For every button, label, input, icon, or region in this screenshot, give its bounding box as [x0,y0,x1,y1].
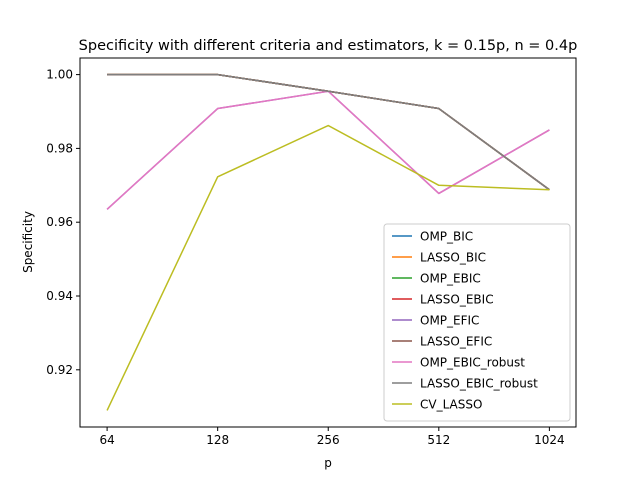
x-axis: 64 128 256 512 1024 [99,427,565,447]
chart-title: Specificity with different criteria and … [79,38,578,54]
x-tick-label: 128 [206,433,229,447]
legend-box [383,223,571,422]
x-tick-label: 256 [317,433,340,447]
legend-label: OMP_EFIC [420,314,479,328]
x-tick-label: 512 [427,433,450,447]
series-line-lasso-ebic-robust [107,73,550,191]
y-tick-label: 0.98 [46,141,73,155]
legend-label: LASSO_EBIC [420,293,494,307]
legend-label: OMP_EBIC_robust [420,356,525,370]
y-tick-label: 1.00 [46,68,73,82]
y-axis-label: Specificity [21,211,35,273]
legend-label: LASSO_EFIC [420,335,492,349]
legend-label: LASSO_BIC [420,251,486,265]
legend-label: CV_LASSO [420,398,482,412]
legend-label: OMP_EBIC [420,272,481,286]
y-tick-label: 0.94 [46,289,73,303]
y-tick-label: 0.96 [46,215,73,229]
x-axis-label: p [324,456,332,470]
series-layer [106,73,550,411]
x-tick-label: 64 [99,433,114,447]
legend-label: OMP_BIC [420,230,473,244]
x-tick-label: 1024 [534,433,565,447]
legend-label: LASSO_EBIC_robust [420,377,538,391]
series-line-cv-lasso [106,124,550,411]
y-tick-label: 0.92 [46,363,73,377]
legend: OMP_BIC LASSO_BIC OMP_EBIC LASSO_EBIC OMP_EF… [383,223,571,422]
y-axis: 0.92 0.94 0.96 0.98 1.00 [46,68,80,377]
